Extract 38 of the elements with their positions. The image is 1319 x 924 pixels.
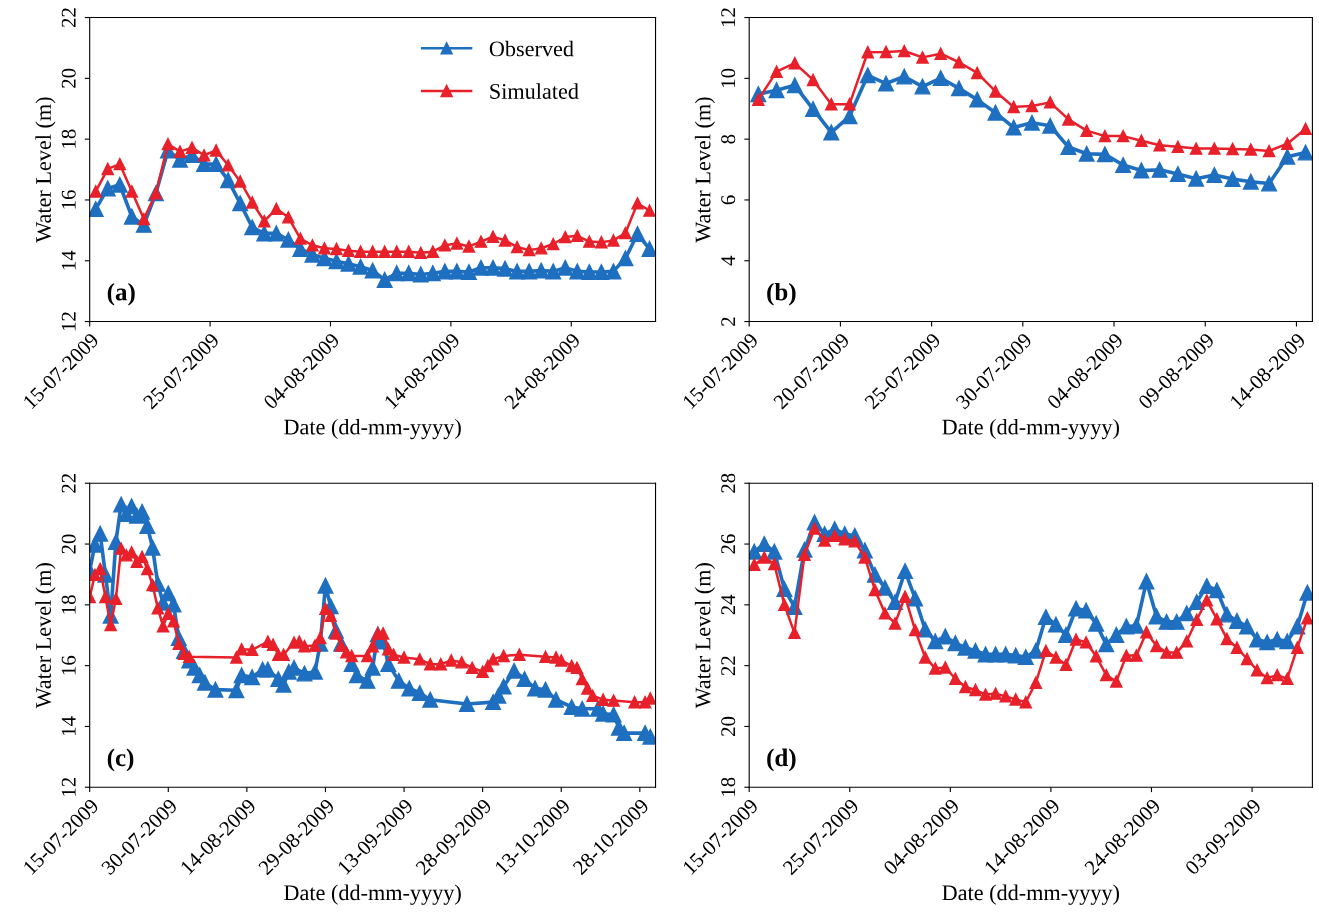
y-tick-label: 14 [61, 250, 76, 270]
annotation: (b) [767, 282, 796, 306]
y-tick-label: 2 [721, 317, 736, 326]
y-axis-title: Water Level (m) [35, 97, 56, 243]
y-tick-label: 28 [721, 473, 736, 493]
legend-label: Observed [489, 40, 574, 57]
x-axis-title: Date (dd-mm-yyyy) [942, 884, 1119, 905]
x-axis-title: Date (dd-mm-yyyy) [284, 884, 461, 905]
y-tick-label: 20 [721, 716, 736, 736]
y-axis-title: Water Level (m) [694, 97, 716, 243]
y-tick-label: 22 [721, 656, 736, 676]
y-tick-label: 22 [61, 473, 76, 493]
y-tick-label: 18 [61, 129, 76, 148]
y-tick-label: 12 [61, 312, 76, 331]
y-tick-label: 22 [61, 8, 76, 28]
y-tick-label: 12 [61, 777, 76, 796]
y-tick-label: 14 [61, 716, 76, 736]
y-axis-title: Water Level (m) [694, 563, 716, 709]
y-tick-label: 20 [61, 68, 76, 88]
legend-label: Simulated [490, 83, 579, 99]
y-tick-label: 18 [61, 595, 76, 614]
annotation: (d) [767, 748, 796, 772]
y-tick-label: 4 [721, 255, 736, 266]
x-axis-title: Date (dd-mm-yyyy) [942, 418, 1119, 440]
annotation: (c) [107, 748, 134, 772]
y-tick-label: 16 [61, 655, 76, 675]
y-axis-title: Water Level (m) [35, 563, 56, 709]
y-tick-label: 8 [721, 134, 736, 144]
y-tick-label: 18 [721, 777, 736, 796]
y-tick-label: 24 [721, 594, 736, 615]
y-tick-label: 12 [721, 8, 736, 27]
y-tick-label: 6 [721, 195, 736, 205]
y-tick-label: 10 [721, 68, 736, 87]
y-tick-label: 16 [61, 190, 76, 209]
annotation: (a) [107, 282, 135, 306]
x-axis-title: Date (dd-mm-yyyy) [284, 418, 461, 440]
y-tick-label: 26 [721, 534, 736, 554]
y-tick-label: 20 [61, 534, 76, 554]
